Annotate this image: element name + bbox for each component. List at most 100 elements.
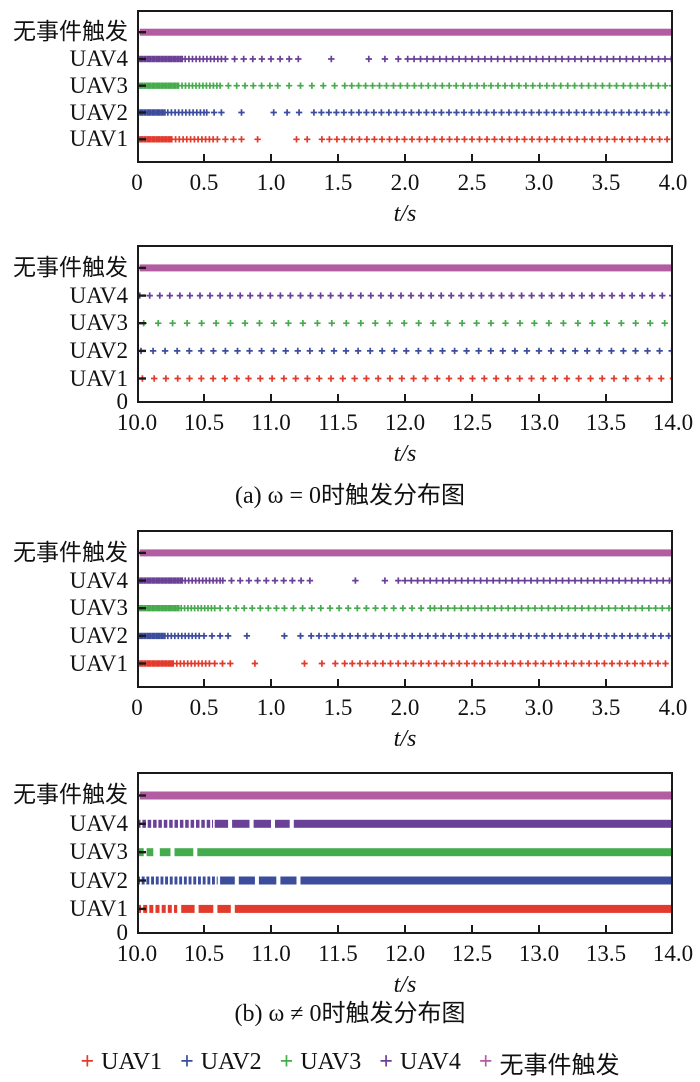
x-tick-label: 3.0 bbox=[524, 695, 554, 720]
y-tick-label-UAV3: UAV3 bbox=[69, 839, 128, 865]
series-dash-UAV2 bbox=[193, 876, 197, 885]
legend-label: UAV2 bbox=[200, 1048, 262, 1075]
series-dash-UAV2 bbox=[188, 876, 192, 885]
x-tick-label: 2.5 bbox=[457, 170, 487, 195]
series-band-UAV1 bbox=[198, 904, 214, 913]
legend-label: UAV3 bbox=[300, 1048, 362, 1075]
series-band-UAV2 bbox=[300, 876, 673, 885]
x-tick-label: 2.0 bbox=[390, 170, 420, 195]
y-tick-label-UAV2: UAV2 bbox=[69, 99, 128, 125]
y-tick-label-无事件触发: 无事件触发 bbox=[13, 539, 128, 565]
x-tick-label: 3.5 bbox=[591, 695, 621, 720]
x-tick-label: 12.0 bbox=[384, 410, 426, 435]
x-tick-label: 1.0 bbox=[256, 170, 286, 195]
series-band-UAV4 bbox=[214, 819, 229, 828]
x-tick-label: 3.0 bbox=[524, 170, 554, 195]
series-dash-UAV4 bbox=[163, 819, 168, 828]
y-tick-label-UAV3: UAV3 bbox=[69, 310, 128, 336]
y-tick-label-UAV1: UAV1 bbox=[69, 895, 128, 921]
series-dash-UAV4 bbox=[169, 819, 173, 828]
y-tick-label-UAV2: UAV2 bbox=[69, 622, 128, 648]
series-dash-UAV1 bbox=[174, 904, 178, 913]
x-axis-label: t/s bbox=[393, 972, 417, 998]
series-dash-UAV4 bbox=[206, 819, 211, 828]
series-markers-UAV3 bbox=[137, 605, 673, 612]
plot-border bbox=[137, 245, 673, 403]
x-tick-label: 10.5 bbox=[183, 410, 225, 435]
series-dash-UAV4 bbox=[201, 819, 205, 828]
series-markers-UAV1 bbox=[139, 375, 673, 382]
series-markers-UAV3 bbox=[140, 320, 668, 327]
x-tick-label: 2.0 bbox=[390, 695, 420, 720]
legend-item-uav1: + UAV1 bbox=[80, 1049, 162, 1076]
x-tick-label: 0 bbox=[131, 170, 143, 195]
uav2-plus-marker-icon: + bbox=[180, 1049, 194, 1075]
legend-label: UAV4 bbox=[399, 1048, 461, 1075]
series-markers-UAV2 bbox=[137, 347, 673, 355]
series-dash-UAV2 bbox=[160, 876, 164, 885]
legend-label: UAV1 bbox=[101, 1048, 163, 1075]
series-markers-UAV4 bbox=[137, 292, 673, 299]
x-tick-label: 0 bbox=[131, 695, 143, 720]
x-axis-label: t/s bbox=[393, 441, 417, 467]
series-markers-UAV1 bbox=[137, 136, 671, 143]
x-tick-label: 1.0 bbox=[256, 695, 286, 720]
caption-a: (a) ω = 0时触发分布图 bbox=[235, 483, 465, 509]
x-tick-label: 12.5 bbox=[451, 410, 493, 435]
y-tick-label-UAV4: UAV4 bbox=[69, 45, 128, 71]
x-tick-label: 13.0 bbox=[518, 941, 560, 966]
series-dash-UAV4 bbox=[212, 819, 213, 828]
series-dash-UAV2 bbox=[198, 876, 201, 885]
x-tick-label: 3.5 bbox=[591, 170, 621, 195]
series-band-UAV2 bbox=[238, 876, 255, 885]
plot-area-a-early bbox=[137, 10, 673, 163]
series-dash-UAV2 bbox=[146, 876, 150, 885]
legend-label: 无事件触发 bbox=[499, 1052, 620, 1079]
series-band-UAV4 bbox=[253, 819, 271, 828]
series-band-UAV4 bbox=[275, 819, 290, 828]
series-dash-UAV4 bbox=[174, 819, 178, 828]
series-band-无事件触发 bbox=[139, 549, 673, 557]
plot-border bbox=[137, 772, 673, 934]
series-band-无事件触发 bbox=[139, 264, 673, 272]
uav3-plus-marker-icon: + bbox=[279, 1049, 294, 1075]
x-tick-label: 12.0 bbox=[384, 941, 426, 966]
series-dash-UAV1 bbox=[161, 904, 166, 913]
x-tick-label: 0.5 bbox=[189, 695, 219, 720]
uav1-plus-marker-icon: + bbox=[80, 1049, 95, 1075]
y-tick-label-UAV4: UAV4 bbox=[69, 810, 128, 836]
x-tick-label: 1.5 bbox=[323, 170, 353, 195]
series-band-无事件触发 bbox=[139, 28, 673, 36]
no-event-trigger-plus-marker-icon: + bbox=[478, 1049, 493, 1075]
x-axis-label: t/s bbox=[393, 726, 417, 752]
x-tick-label: 11.0 bbox=[251, 941, 291, 966]
series-band-UAV2 bbox=[280, 876, 297, 885]
plot-border bbox=[137, 10, 673, 163]
series-dash-UAV2 bbox=[169, 876, 173, 885]
y-tick-label-zero: 0 bbox=[116, 920, 129, 945]
y-tick-label-UAV3: UAV3 bbox=[69, 72, 128, 98]
y-tick-label-UAV3: UAV3 bbox=[69, 595, 128, 621]
x-tick-label: 1.5 bbox=[323, 695, 353, 720]
series-dash-UAV3 bbox=[146, 848, 154, 857]
series-markers-UAV4 bbox=[137, 55, 673, 63]
series-band-UAV1 bbox=[217, 904, 231, 913]
series-dash-UAV2 bbox=[216, 876, 218, 885]
series-band-UAV3 bbox=[197, 848, 673, 857]
series-markers-UAV1 bbox=[137, 660, 669, 667]
series-band-无事件触发 bbox=[139, 791, 673, 800]
series-band-UAV1 bbox=[234, 904, 673, 913]
uav4-plus-marker-icon: + bbox=[379, 1049, 393, 1075]
series-dash-UAV4 bbox=[185, 819, 189, 828]
y-tick-label-UAV4: UAV4 bbox=[69, 567, 128, 593]
x-tick-label: 0.5 bbox=[189, 170, 219, 195]
series-markers-UAV4 bbox=[137, 577, 673, 584]
y-tick-label-无事件触发: 无事件触发 bbox=[13, 782, 128, 808]
x-tick-label: 11.5 bbox=[318, 941, 358, 966]
legend-item-uav2: + UAV2 bbox=[180, 1049, 262, 1076]
series-dash-UAV2 bbox=[165, 876, 168, 885]
x-tick-label: 2.5 bbox=[457, 695, 487, 720]
plot-border bbox=[137, 530, 673, 688]
series-markers-UAV3 bbox=[137, 82, 673, 89]
